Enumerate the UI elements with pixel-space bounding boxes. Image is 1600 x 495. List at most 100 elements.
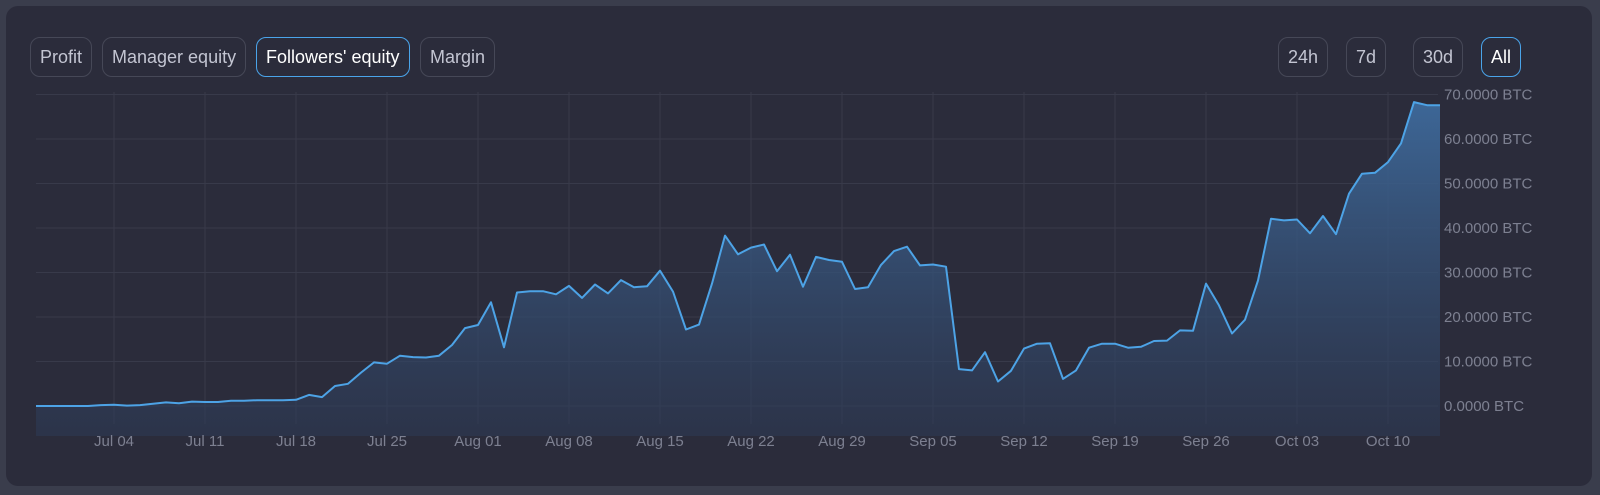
data-point — [151, 402, 155, 406]
data-point — [1009, 369, 1013, 373]
data-point — [749, 246, 753, 250]
data-point — [775, 269, 779, 273]
data-point — [1295, 218, 1299, 222]
y-tick-label: 60.0000 BTC — [1444, 131, 1533, 148]
tab-margin[interactable]: Margin — [420, 37, 496, 77]
tab-followers-equity[interactable]: Followers' equity — [256, 37, 410, 77]
data-point — [1425, 103, 1429, 107]
data-point — [47, 404, 51, 408]
x-tick-label: Jul 11 — [186, 433, 225, 450]
data-point — [1347, 192, 1351, 196]
tab-profit[interactable]: Profit — [30, 37, 93, 77]
x-tick-label: Aug 22 — [727, 433, 775, 450]
y-tick-label: 0.0000 BTC — [1444, 398, 1524, 415]
data-point — [476, 323, 480, 327]
data-point — [606, 291, 610, 295]
equity-area — [36, 102, 1440, 436]
data-point — [320, 395, 324, 399]
data-point — [1308, 231, 1312, 235]
range-30d-button[interactable]: 30d — [1413, 37, 1464, 77]
data-point — [853, 287, 857, 291]
data-point — [294, 398, 298, 402]
data-point — [1412, 100, 1416, 104]
x-tick-label: Jul 04 — [94, 433, 134, 450]
data-point — [1321, 214, 1325, 218]
data-point — [138, 403, 142, 407]
data-point — [983, 350, 987, 354]
data-point — [736, 252, 740, 256]
data-point — [164, 400, 168, 404]
data-point — [1360, 172, 1364, 176]
data-point — [86, 404, 90, 408]
data-point — [1256, 279, 1260, 283]
data-point — [515, 291, 519, 295]
equity-chart: 0.0000 BTC 10.0000 BTC 20.0000 BTC 30.0000 … — [36, 87, 1533, 450]
range-all-button[interactable]: All — [1481, 37, 1522, 77]
range-24h-button[interactable]: 24h — [1278, 37, 1329, 77]
x-tick-label: Jul 25 — [367, 433, 407, 450]
data-point — [1178, 328, 1182, 332]
data-point — [398, 354, 402, 358]
data-point — [385, 362, 389, 366]
data-point — [554, 292, 558, 296]
data-point — [333, 384, 337, 388]
data-point — [1230, 332, 1234, 336]
data-point — [918, 263, 922, 267]
data-point — [255, 398, 259, 402]
data-point — [567, 284, 571, 288]
data-point — [359, 371, 363, 375]
data-point — [1282, 218, 1286, 222]
data-point — [944, 265, 948, 269]
x-tick-label: Sep 19 — [1091, 433, 1139, 450]
data-point — [502, 345, 506, 349]
y-tick-label: 40.0000 BTC — [1444, 220, 1533, 237]
data-point — [996, 380, 1000, 384]
data-point — [73, 404, 77, 408]
data-point — [1243, 318, 1247, 322]
data-point — [229, 399, 233, 403]
chart-area-layer — [36, 100, 1440, 436]
data-point — [710, 282, 714, 286]
data-point — [671, 290, 675, 294]
data-point — [1191, 329, 1195, 333]
data-point — [242, 399, 246, 403]
x-tick-label: Sep 26 — [1182, 433, 1230, 450]
data-point — [957, 367, 961, 371]
data-point — [593, 283, 597, 287]
data-point — [1152, 339, 1156, 343]
data-point — [1386, 160, 1390, 164]
x-tick-label: Aug 01 — [454, 433, 502, 450]
data-point — [281, 398, 285, 402]
x-tick-label: Sep 12 — [1000, 433, 1048, 450]
data-point — [879, 263, 883, 267]
data-point — [892, 249, 896, 253]
data-point — [814, 255, 818, 259]
data-point — [437, 354, 441, 358]
data-point — [1087, 346, 1091, 350]
tab-manager-equity[interactable]: Manager equity — [102, 37, 247, 77]
data-point — [1165, 339, 1169, 343]
data-point — [970, 368, 974, 372]
data-point — [827, 258, 831, 262]
data-point — [268, 398, 272, 402]
data-point — [450, 343, 454, 347]
data-point — [931, 263, 935, 267]
data-point — [411, 355, 415, 359]
data-point — [1373, 171, 1377, 175]
data-point — [580, 296, 584, 300]
data-point — [528, 289, 532, 293]
y-tick-label: 10.0000 BTC — [1444, 354, 1533, 371]
data-point — [866, 285, 870, 289]
data-point — [1061, 377, 1065, 381]
data-point — [99, 403, 103, 407]
x-tick-label: Aug 08 — [545, 433, 593, 450]
data-point — [619, 278, 623, 282]
x-tick-label: Oct 10 — [1366, 433, 1410, 450]
data-point — [1100, 342, 1104, 346]
data-point — [1139, 345, 1143, 349]
x-tick-label: Aug 15 — [636, 433, 684, 450]
y-tick-label: 20.0000 BTC — [1444, 309, 1533, 326]
equity-line — [36, 101, 1440, 407]
range-7d-button[interactable]: 7d — [1346, 37, 1387, 77]
data-point — [1048, 341, 1052, 345]
